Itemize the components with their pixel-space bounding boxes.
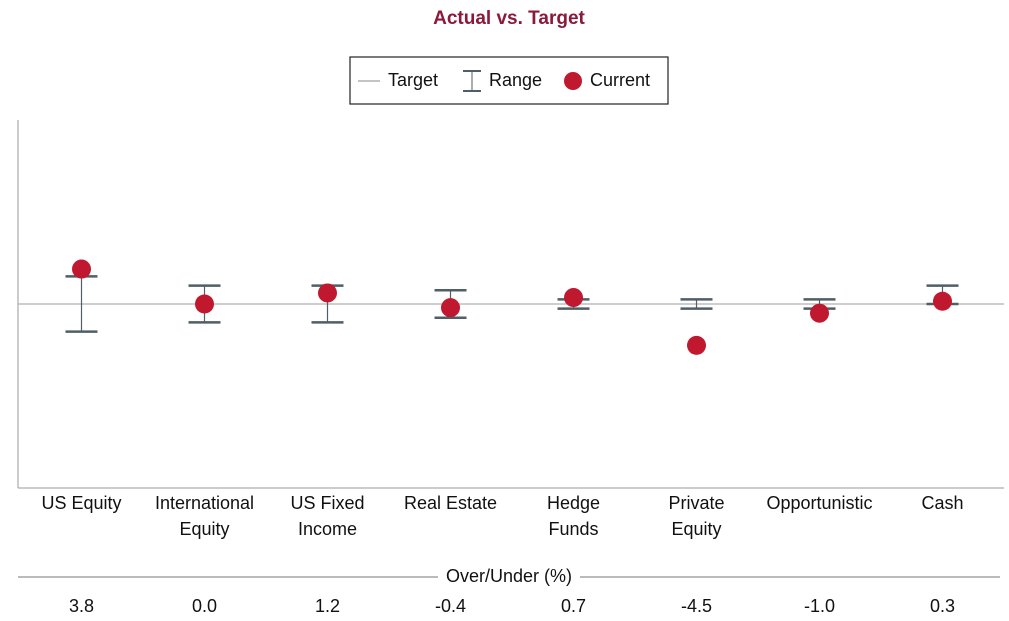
value-label: 0.7 (561, 596, 586, 616)
legend-box (349, 56, 669, 105)
legend-label: Range (489, 70, 542, 90)
current-dot (810, 303, 829, 323)
value-label: 3.8 (69, 596, 94, 616)
current-dot (441, 298, 460, 318)
x-tick-label: US Fixed Income (290, 493, 364, 539)
value-label: -1.0 (804, 596, 835, 616)
x-tick-label: Real Estate (404, 493, 497, 513)
value-label: 0.3 (930, 596, 955, 616)
legend-current-icon (564, 72, 582, 90)
current-dot (933, 291, 952, 311)
chart-title: Actual vs. Target (433, 8, 585, 29)
current-dot (195, 294, 214, 314)
x-tick-label: Hedge Funds (547, 493, 600, 539)
x-tick-label: Opportunistic (766, 493, 872, 513)
current-dot (72, 259, 91, 279)
current-dot (687, 335, 706, 355)
legend-label: Target (388, 70, 438, 90)
x-tick-label: Private Equity (668, 493, 724, 539)
x-tick-label: Cash (921, 493, 963, 513)
x-tick-label: International Equity (155, 493, 254, 539)
value-label: -4.5 (681, 596, 712, 616)
value-label: 0.0 (192, 596, 217, 616)
legend-label: Current (590, 70, 650, 90)
current-dot (564, 288, 583, 308)
table-label: Over/Under (%) (446, 566, 572, 586)
x-tick-label: US Equity (41, 493, 121, 513)
value-label: -0.4 (435, 596, 466, 616)
current-dot (318, 283, 337, 303)
value-label: 1.2 (315, 596, 340, 616)
